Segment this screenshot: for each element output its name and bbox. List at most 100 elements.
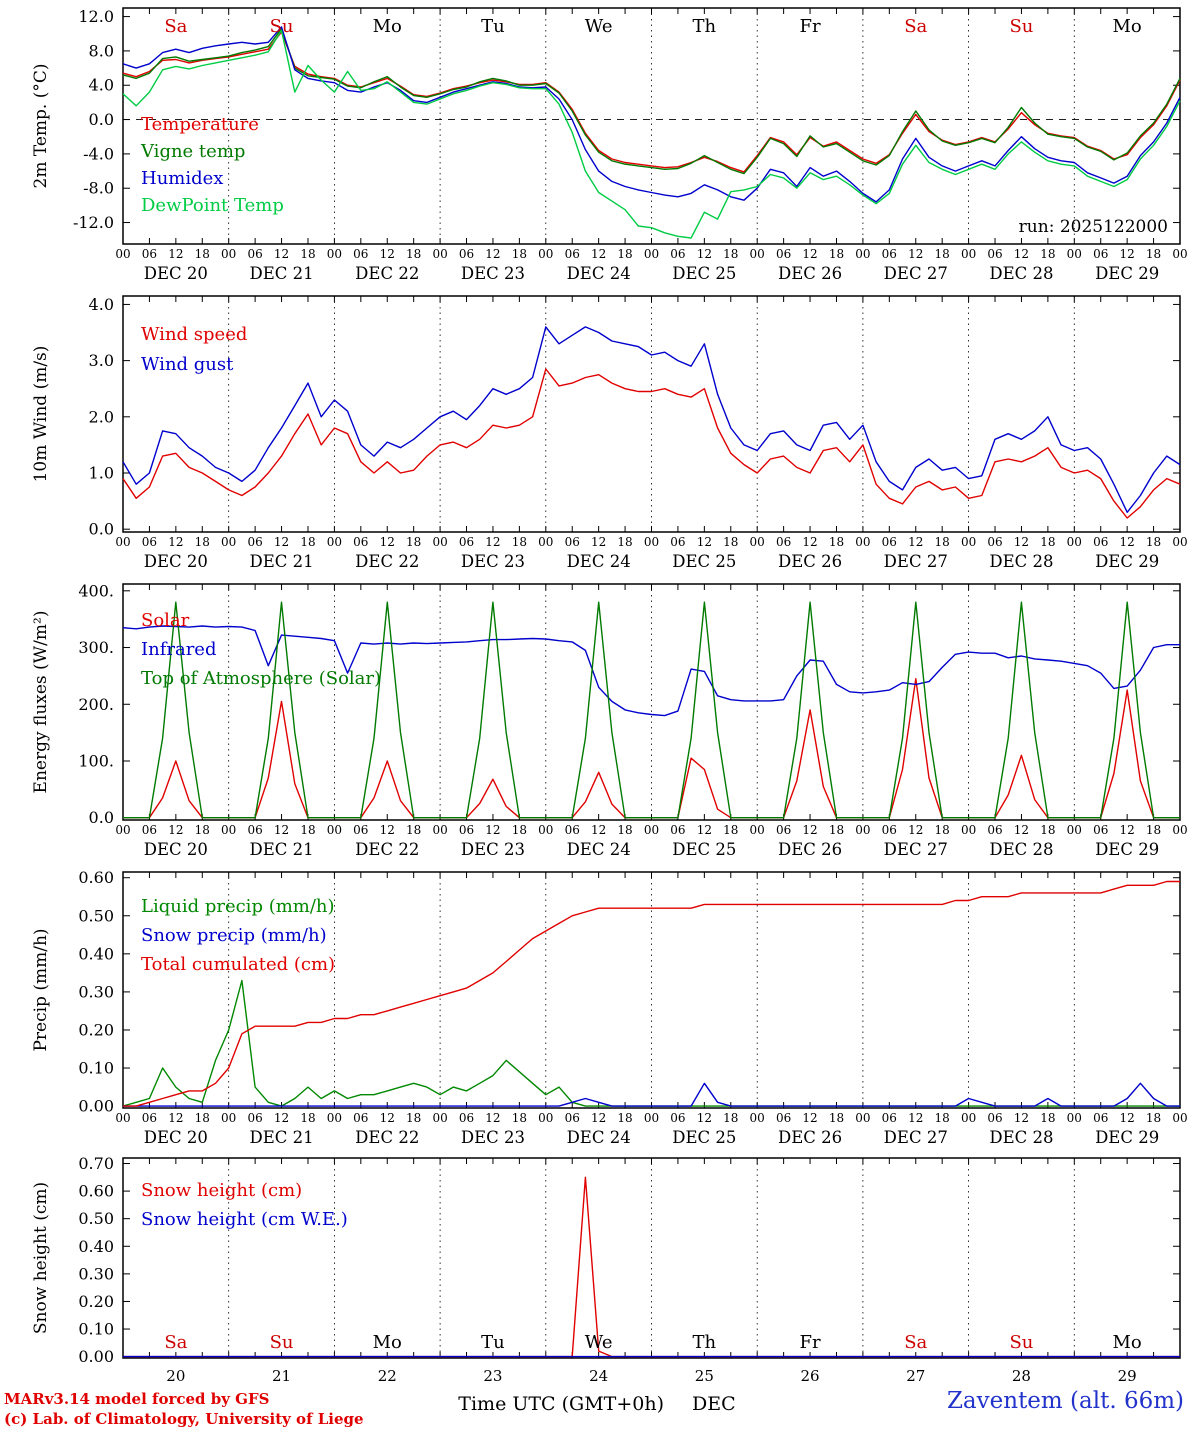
footer: MARv3.14 model forced by GFS (c) Lab. of…	[0, 1384, 1194, 1440]
hour-tick-label: 00	[327, 247, 342, 261]
hour-tick-label: 06	[353, 535, 368, 549]
hour-tick-label: 06	[1093, 823, 1108, 837]
hour-tick-label: 00	[432, 1111, 447, 1125]
date-label: DEC 25	[672, 264, 736, 283]
date-label: DEC 28	[989, 552, 1053, 571]
hour-tick-label: 06	[142, 247, 157, 261]
y-tick-label: -12.0	[73, 213, 114, 232]
date-label: DEC 22	[355, 264, 419, 283]
run-label: run: 2025122000	[1019, 217, 1168, 237]
series-wind-speed	[122, 368, 1181, 519]
hour-tick-label: 18	[617, 1111, 632, 1125]
y-tick-label: 4.0	[89, 76, 114, 95]
date-label: DEC 23	[461, 840, 525, 859]
date-label: DEC 20	[144, 552, 208, 571]
hour-tick-label: 12	[697, 247, 712, 261]
series-dewpoint-temp	[122, 29, 1181, 239]
date-label: DEC 20	[144, 840, 208, 859]
plot-frame	[122, 295, 1181, 533]
hour-tick-label: 00	[115, 1111, 130, 1125]
date-label: DEC 20	[144, 264, 208, 283]
day-name-label: Su	[1009, 16, 1033, 37]
day-name-label: Mo	[1113, 16, 1142, 37]
legend-item: Snow height (cm W.E.)	[141, 1209, 348, 1230]
hour-tick-label: 00	[1067, 247, 1082, 261]
hour-tick-label: 18	[406, 823, 421, 837]
hour-tick-label: 18	[406, 247, 421, 261]
hour-tick-label: 18	[935, 247, 950, 261]
legend-item: Top of Atmosphere (Solar)	[141, 668, 381, 689]
hour-tick-label: 06	[1093, 535, 1108, 549]
hour-tick-label: 06	[459, 247, 474, 261]
hour-tick-label: 06	[247, 247, 262, 261]
plot-frame	[122, 7, 1181, 245]
day-name-label: Th	[693, 1332, 717, 1353]
temperature-chart: 12.0 8.0 4.0 0.0 -4.0 -8.0 -12.0 Temperature Vig…	[31, 7, 1188, 283]
hour-tick-label: 12	[380, 535, 395, 549]
day-name-label: Fr	[800, 16, 821, 37]
date-label: DEC 29	[1095, 264, 1159, 283]
credit-line2: (c) Lab. of Climatology, University of L…	[4, 1410, 364, 1428]
y-tick-label: 0.0	[89, 520, 114, 539]
day-name-label: Mo	[373, 16, 402, 37]
hour-tick-label: 12	[274, 247, 289, 261]
hour-tick-label: 00	[961, 247, 976, 261]
y-tick-label: 200.	[78, 695, 114, 714]
hour-tick-label: 00	[432, 535, 447, 549]
y-axis-label: 2m Temp. (°C)	[31, 63, 51, 188]
hour-tick-label: 06	[459, 535, 474, 549]
hour-tick-label: 12	[485, 535, 500, 549]
hour-tick-label: 06	[353, 247, 368, 261]
hour-tick-label: 18	[300, 823, 315, 837]
date-label: DEC 25	[672, 840, 736, 859]
y-tick-label: 0.00	[78, 1347, 114, 1366]
hour-tick-label: 00	[432, 247, 447, 261]
hour-tick-label: 00	[644, 1111, 659, 1125]
y-tick-label: 300.	[78, 638, 114, 657]
hour-tick-label: 06	[565, 535, 580, 549]
hour-tick-label: 18	[1040, 535, 1055, 549]
hour-tick-label: 12	[1014, 247, 1029, 261]
hour-tick-label: 00	[750, 1111, 765, 1125]
date-label: DEC 22	[355, 552, 419, 571]
hour-tick-label: 00	[644, 823, 659, 837]
hour-tick-label: 12	[274, 823, 289, 837]
hour-tick-label: 00	[1172, 1111, 1187, 1125]
hour-tick-label: 18	[300, 535, 315, 549]
series-snow-precip-mm-h-	[123, 1082, 1180, 1107]
y-tick-label: 400.	[78, 581, 114, 600]
hour-tick-label: 12	[908, 1111, 923, 1125]
snow-height-panel: 0.70 0.60 0.50 0.40 0.30 0.20 0.10 0.00 Snow hei…	[0, 1154, 1194, 1384]
hour-tick-label: 18	[1040, 1111, 1055, 1125]
hour-tick-label: 00	[644, 247, 659, 261]
day-name-label: Mo	[373, 1332, 402, 1353]
hour-tick-label: 12	[1120, 1111, 1135, 1125]
y-tick-label: 1.0	[89, 464, 114, 483]
legend-item: Wind speed	[141, 324, 247, 345]
hour-tick-label: 00	[750, 247, 765, 261]
y-tick-label: -4.0	[83, 144, 114, 163]
series-vigne-temp	[122, 27, 1181, 175]
day-number-label: 24	[589, 1367, 608, 1384]
hour-tick-label: 18	[512, 247, 527, 261]
hour-tick-label: 00	[538, 1111, 553, 1125]
series-humidex	[122, 26, 1181, 203]
precip-chart: 0.60 0.50 0.40 0.30 0.20 0.10 0.00 Liquid preci…	[31, 868, 1188, 1147]
y-tick-label: 0.50	[78, 1209, 114, 1228]
meteogram: 12.0 8.0 4.0 0.0 -4.0 -8.0 -12.0 Temperature Vig…	[0, 7, 1194, 1384]
hour-tick-label: 12	[380, 823, 395, 837]
date-label: DEC 26	[778, 840, 842, 859]
date-label: DEC 26	[778, 552, 842, 571]
date-label: DEC 22	[355, 840, 419, 859]
date-label: DEC 25	[672, 552, 736, 571]
y-tick-label: 0.60	[78, 868, 114, 887]
y-tick-label: 0.10	[78, 1320, 114, 1339]
hour-tick-label: 18	[723, 823, 738, 837]
date-label: DEC 28	[989, 840, 1053, 859]
legend-item: Snow height (cm)	[141, 1180, 302, 1201]
hour-tick-label: 06	[776, 535, 791, 549]
hour-tick-label: 12	[591, 823, 606, 837]
y-axis-label: Precip (mm/h)	[31, 928, 51, 1051]
hour-tick-label: 06	[776, 1111, 791, 1125]
snow-height-chart: 0.70 0.60 0.50 0.40 0.30 0.20 0.10 0.00 Snow hei…	[31, 1154, 1181, 1384]
